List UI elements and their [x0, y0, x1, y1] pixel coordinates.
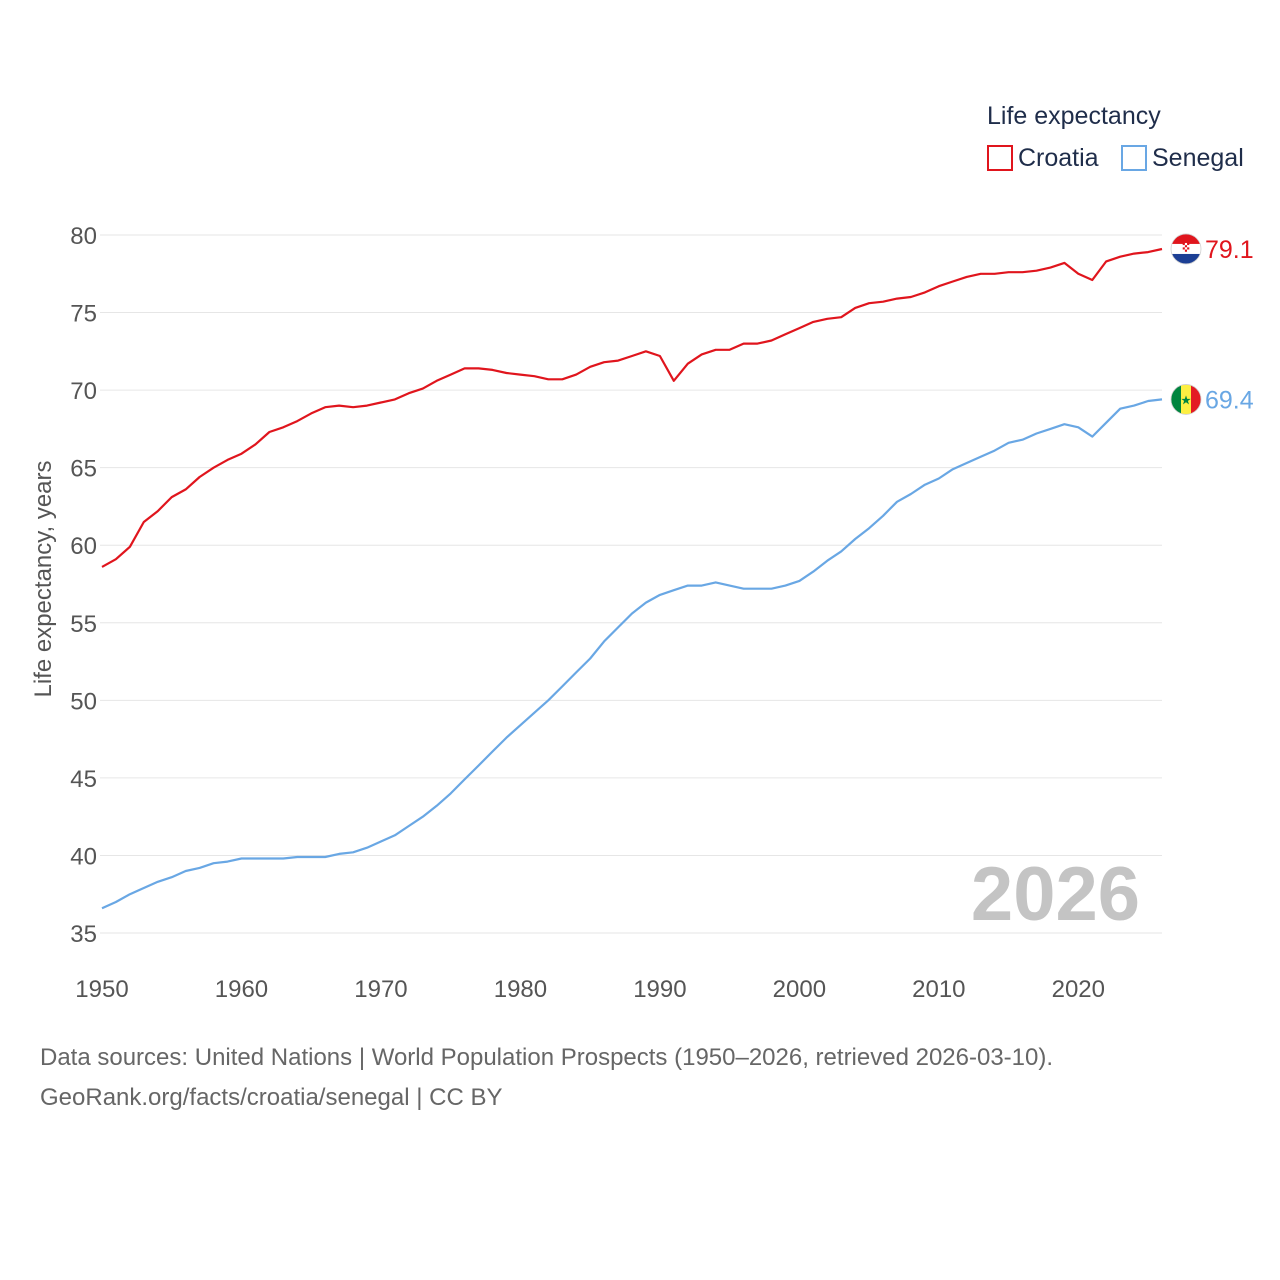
series-line-senegal[interactable]: [101, 398, 1163, 910]
gridlines: [100, 234, 1162, 934]
senegal-flag-icon: [1170, 384, 1202, 415]
x-axis-ticks: 1950 1960 1970 1980 1990 2000 2010 2020: [75, 976, 1105, 1003]
flags: [1170, 233, 1202, 415]
legend[interactable]: Life expectancy Croatia Senegal: [987, 102, 1244, 172]
year-stamp: 2026: [971, 852, 1140, 937]
y-tick-label: 65: [70, 456, 97, 483]
croatia-flag-icon: [1170, 233, 1202, 265]
series-lines: [101, 247, 1163, 910]
legend-swatch-croatia[interactable]: [987, 145, 1013, 171]
end-label-senegal: 69.4: [1205, 386, 1254, 414]
y-tick-label: 70: [70, 378, 97, 405]
x-tick-label: 1980: [494, 976, 547, 1003]
x-tick-label: 2020: [1052, 976, 1105, 1003]
source-note: Data sources: United Nations | World Pop…: [40, 1044, 1054, 1071]
y-tick-label: 45: [70, 766, 97, 793]
legend-title: Life expectancy: [987, 102, 1161, 130]
end-labels: 79.1 69.4: [1205, 236, 1254, 414]
y-tick-label: 75: [70, 301, 97, 328]
y-tick-label: 80: [70, 223, 97, 250]
x-tick-label: 2010: [912, 976, 965, 1003]
attribution-link[interactable]: GeoRank.org/facts/croatia/senegal | CC B…: [40, 1084, 503, 1111]
legend-label-croatia[interactable]: Croatia: [1018, 144, 1099, 172]
x-tick-label: 2000: [773, 976, 826, 1003]
y-tick-label: 55: [70, 611, 97, 638]
x-tick-label: 1970: [354, 976, 407, 1003]
x-tick-label: 1960: [215, 976, 268, 1003]
x-tick-label: 1990: [633, 976, 686, 1003]
y-tick-label: 40: [70, 843, 97, 870]
end-label-croatia: 79.1: [1205, 236, 1254, 264]
y-tick-label: 50: [70, 688, 97, 715]
y-axis-title: Life expectancy, years: [30, 460, 57, 697]
y-axis-ticks: 35 40 45 50 55 60 65 70 75 80: [70, 223, 97, 948]
legend-label-senegal[interactable]: Senegal: [1152, 144, 1244, 172]
series-line-croatia[interactable]: [101, 247, 1163, 568]
y-tick-label: 35: [70, 921, 97, 948]
x-tick-label: 1950: [75, 976, 128, 1003]
y-tick-label: 60: [70, 533, 97, 560]
legend-swatch-senegal[interactable]: [1121, 145, 1147, 171]
